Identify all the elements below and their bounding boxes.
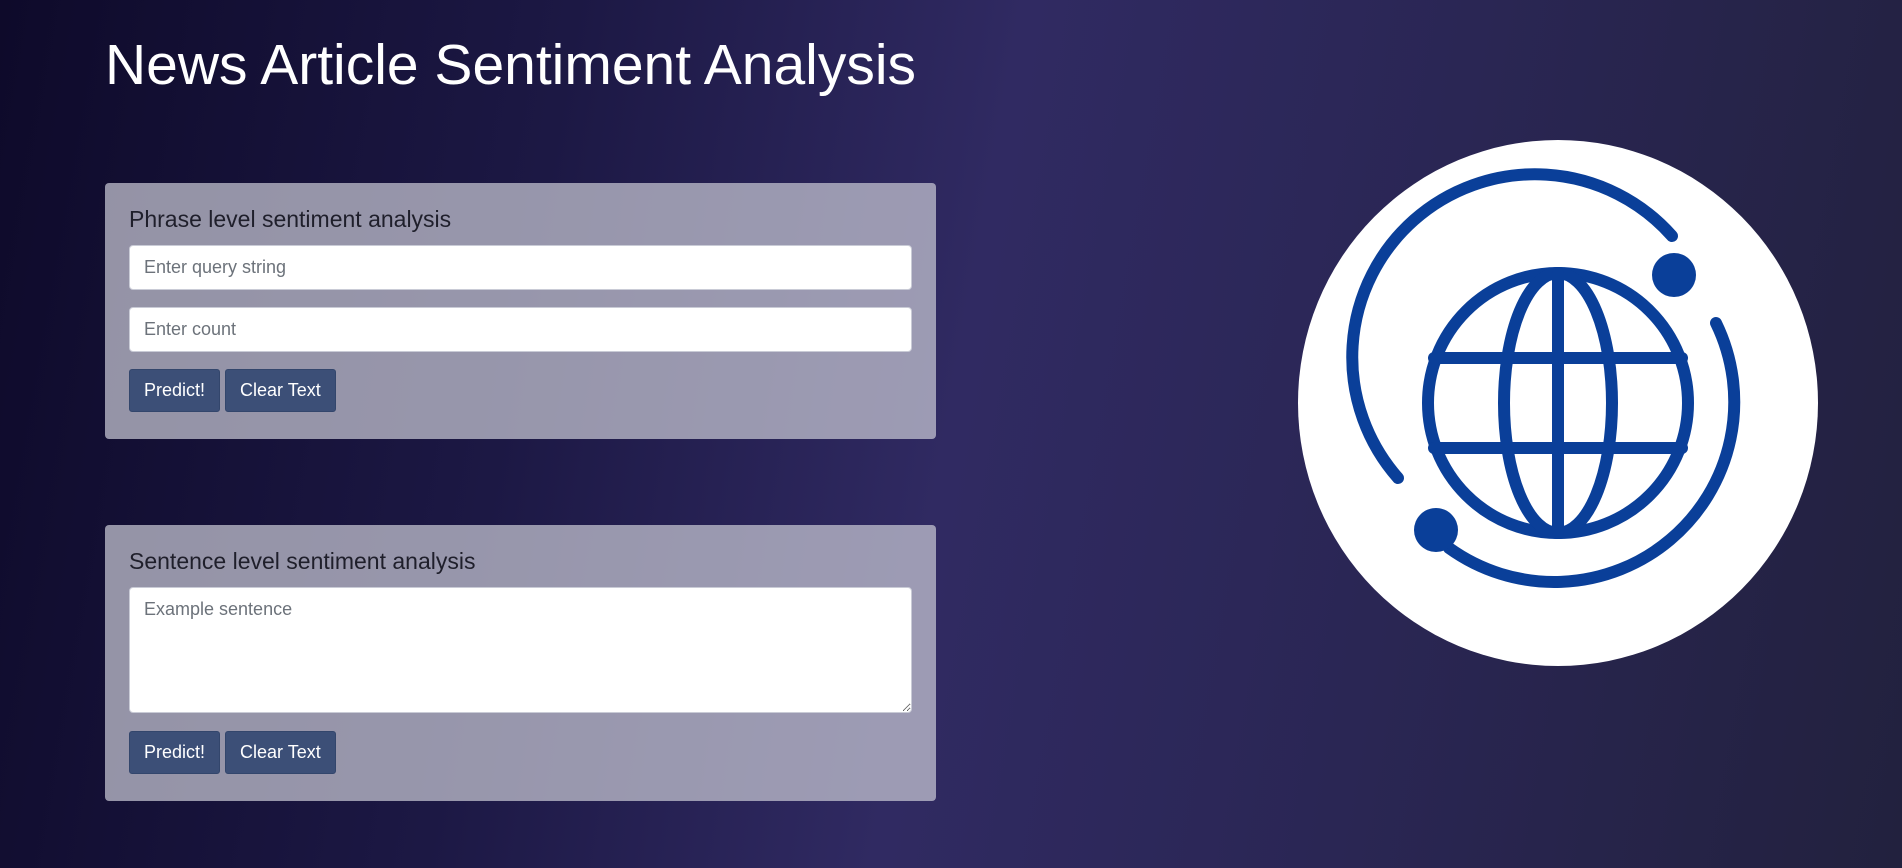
sentence-textarea[interactable] [129, 587, 912, 713]
page-title: News Article Sentiment Analysis [105, 33, 916, 97]
phrase-analysis-card: Phrase level sentiment analysis Predict!… [105, 183, 936, 439]
phrase-card-title: Phrase level sentiment analysis [129, 206, 452, 232]
sentence-clear-text-button[interactable]: Clear Text [225, 731, 336, 774]
phrase-button-row: Predict! Clear Text [129, 369, 912, 412]
globe-icon [1346, 168, 1741, 588]
sentence-analysis-card: Sentence level sentiment analysis Predic… [105, 525, 936, 801]
count-input[interactable] [129, 307, 912, 352]
phrase-predict-button[interactable]: Predict! [129, 369, 221, 412]
sentence-predict-button[interactable]: Predict! [129, 731, 221, 774]
sentence-button-row: Predict! Clear Text [129, 731, 912, 774]
query-string-input[interactable] [129, 245, 912, 290]
sentence-card-title: Sentence level sentiment analysis [129, 548, 476, 574]
logo [1298, 140, 1818, 666]
phrase-clear-text-button[interactable]: Clear Text [225, 369, 336, 412]
